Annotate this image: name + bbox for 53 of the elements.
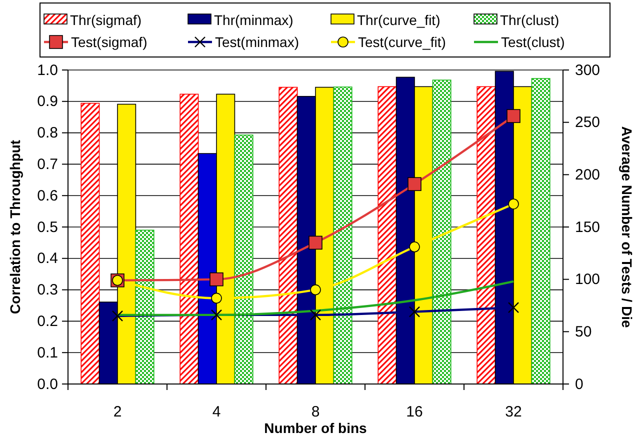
bar [80, 102, 100, 384]
bar [333, 86, 352, 384]
legend-label: Thr(sigmaf) [70, 12, 142, 28]
point [408, 177, 422, 191]
x-tick-label: 4 [212, 404, 221, 421]
legend-label: Test(curve_fit) [358, 34, 446, 50]
y-tick-label: 0.4 [37, 250, 58, 268]
y-tick-label: 0.8 [37, 124, 58, 142]
y2-tick-label: 300 [575, 62, 600, 79]
y-tick-label: 0.3 [37, 282, 58, 299]
bar [432, 80, 452, 384]
point [210, 272, 224, 286]
x-tick-label: 2 [113, 404, 122, 421]
y-axis-title: Correlation to Throughput [7, 140, 23, 314]
x-tick-label: 8 [311, 404, 320, 421]
legend-label: Test(clust) [501, 34, 565, 50]
legend-label: Thr(clust) [500, 12, 560, 28]
legend-label: Thr(curve_fit) [357, 12, 440, 28]
y2-tick-label: 100 [575, 271, 600, 288]
y2-tick-label: 200 [575, 166, 600, 184]
point [508, 198, 519, 210]
y2-tick-label: 150 [575, 218, 600, 236]
point [211, 292, 222, 304]
y2-tick-label: 0 [575, 376, 584, 393]
bar [180, 94, 199, 384]
x-tick-label: 16 [406, 404, 423, 421]
y-tick-label: 1.0 [37, 62, 58, 79]
bar [476, 86, 496, 384]
y2-tick-label: 50 [575, 323, 592, 340]
x-tick-label: 32 [505, 404, 522, 421]
y-tick-label: 0.6 [37, 187, 58, 204]
point [409, 241, 420, 252]
point [308, 236, 322, 250]
y2-tick-label: 250 [575, 114, 600, 132]
legend-label: Thr(minmax) [214, 12, 294, 28]
y2-axis-title: Average Number of Tests / Die [619, 126, 635, 328]
legend-label: Test(sigmaf) [71, 34, 148, 50]
y-tick-label: 0.5 [37, 218, 58, 236]
bar [531, 78, 550, 384]
x-axis-title: Number of bins [264, 420, 368, 436]
line-series [116, 280, 515, 316]
point [506, 109, 520, 123]
bar [378, 86, 397, 384]
y-tick-label: 0.0 [37, 376, 58, 393]
bar [278, 86, 298, 384]
y-tick-label: 0.2 [37, 313, 58, 330]
bar [234, 134, 254, 384]
y-tick-label: 0.7 [37, 156, 58, 173]
y-tick-label: 0.1 [37, 344, 58, 362]
bar [135, 230, 154, 384]
legend-label: Test(minmax) [215, 34, 300, 50]
y-tick-label: 0.9 [37, 93, 58, 110]
point [310, 284, 321, 296]
